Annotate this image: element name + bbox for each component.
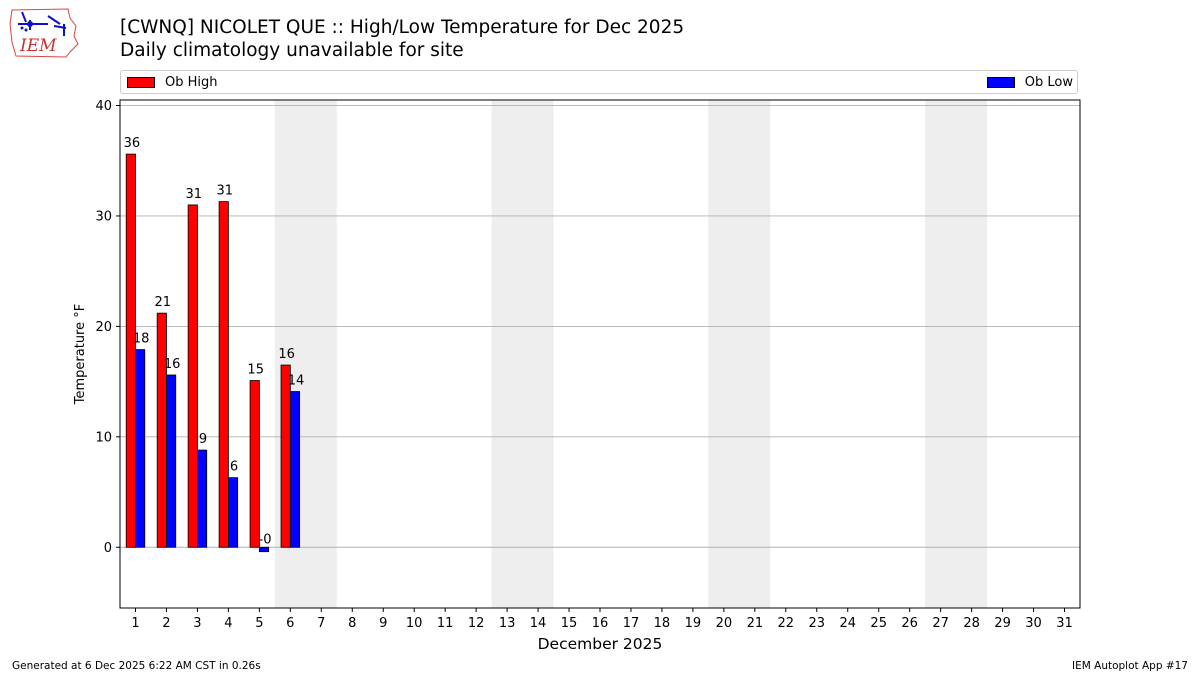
x-tick-label: 5 bbox=[255, 616, 263, 631]
low-bar bbox=[258, 546, 270, 553]
low-bar bbox=[227, 477, 239, 548]
low-data-label: 16 bbox=[164, 357, 181, 372]
legend: Ob High Ob Low bbox=[120, 70, 1078, 94]
x-tick-label: 17 bbox=[623, 616, 640, 631]
x-tick-label: 2 bbox=[162, 616, 170, 631]
x-tick-label: 22 bbox=[778, 616, 795, 631]
x-tick-label: 12 bbox=[468, 616, 485, 631]
y-tick-label: 10 bbox=[95, 430, 112, 445]
legend-item-low: Ob Low bbox=[986, 75, 1073, 90]
high-data-label: 31 bbox=[186, 187, 203, 202]
x-tick-label: 31 bbox=[1056, 616, 1073, 631]
x-tick-label: 29 bbox=[994, 616, 1011, 631]
high-data-label: 15 bbox=[247, 363, 264, 378]
x-tick-label: 16 bbox=[592, 616, 609, 631]
x-axis-label: December 2025 bbox=[538, 635, 663, 653]
app-footer: IEM Autoplot App #17 bbox=[1072, 660, 1188, 672]
legend-item-high: Ob High bbox=[127, 75, 218, 90]
low-data-label: -0 bbox=[259, 532, 272, 547]
high-data-label: 16 bbox=[278, 347, 295, 362]
y-axis-label: Temperature °F bbox=[73, 304, 88, 405]
logo-text: IEM bbox=[19, 36, 57, 56]
low-bar bbox=[135, 349, 146, 548]
chart-title: [CWNQ] NICOLET QUE :: High/Low Temperatu… bbox=[120, 17, 685, 38]
iem-logo: IEM bbox=[8, 6, 80, 58]
x-tick-label: 6 bbox=[286, 616, 294, 631]
generated-footer: Generated at 6 Dec 2025 6:22 AM CST in 0… bbox=[12, 660, 261, 672]
x-tick-label: 21 bbox=[747, 616, 764, 631]
x-tick-label: 15 bbox=[561, 616, 578, 631]
legend-swatch-high bbox=[127, 77, 155, 88]
low-data-label: 18 bbox=[133, 332, 150, 347]
high-bar bbox=[249, 380, 260, 548]
legend-label-high: Ob High bbox=[165, 75, 218, 90]
x-tick-label: 24 bbox=[839, 616, 856, 631]
high-data-label: 31 bbox=[216, 184, 233, 199]
chart-subtitle: Daily climatology unavailable for site bbox=[120, 40, 464, 61]
x-tick-label: 20 bbox=[716, 616, 733, 631]
x-tick-label: 13 bbox=[499, 616, 516, 631]
high-bar bbox=[125, 153, 136, 548]
weekend-shade bbox=[925, 100, 988, 608]
y-tick-label: 20 bbox=[95, 320, 112, 335]
x-tick-label: 4 bbox=[224, 616, 232, 631]
low-bar bbox=[197, 449, 208, 548]
weekend-shade bbox=[708, 100, 771, 608]
x-tick-label: 18 bbox=[654, 616, 671, 631]
x-tick-label: 9 bbox=[379, 616, 387, 631]
x-tick-label: 10 bbox=[406, 616, 423, 631]
high-data-label: 21 bbox=[155, 295, 172, 310]
x-tick-label: 1 bbox=[131, 616, 139, 631]
plot-frame bbox=[119, 99, 1081, 609]
high-data-label: 36 bbox=[124, 136, 141, 151]
legend-swatch-low bbox=[986, 77, 1015, 88]
y-tick-label: 40 bbox=[95, 99, 112, 114]
x-tick-label: 28 bbox=[963, 616, 980, 631]
high-bar bbox=[156, 312, 167, 548]
legend-label-low: Ob Low bbox=[1024, 75, 1073, 90]
x-tick-label: 8 bbox=[348, 616, 356, 631]
x-tick-label: 14 bbox=[530, 616, 547, 631]
high-bar bbox=[187, 204, 198, 548]
low-data-label: 6 bbox=[230, 460, 238, 475]
weekend-shade bbox=[491, 100, 554, 608]
x-tick-label: 23 bbox=[809, 616, 826, 631]
x-tick-label: 19 bbox=[685, 616, 702, 631]
low-data-label: 9 bbox=[199, 432, 207, 447]
high-bar bbox=[218, 201, 229, 548]
x-tick-label: 26 bbox=[901, 616, 918, 631]
y-tick-label: 30 bbox=[95, 209, 112, 224]
x-tick-label: 11 bbox=[437, 616, 454, 631]
x-tick-label: 30 bbox=[1025, 616, 1042, 631]
x-tick-label: 27 bbox=[932, 616, 949, 631]
x-tick-label: 3 bbox=[193, 616, 201, 631]
y-tick-label: 0 bbox=[104, 541, 112, 556]
high-bar bbox=[280, 364, 291, 548]
x-tick-label: 25 bbox=[870, 616, 887, 631]
low-data-label: 14 bbox=[288, 374, 305, 389]
low-bar bbox=[289, 391, 301, 548]
x-tick-label: 7 bbox=[317, 616, 325, 631]
low-bar bbox=[166, 374, 177, 548]
